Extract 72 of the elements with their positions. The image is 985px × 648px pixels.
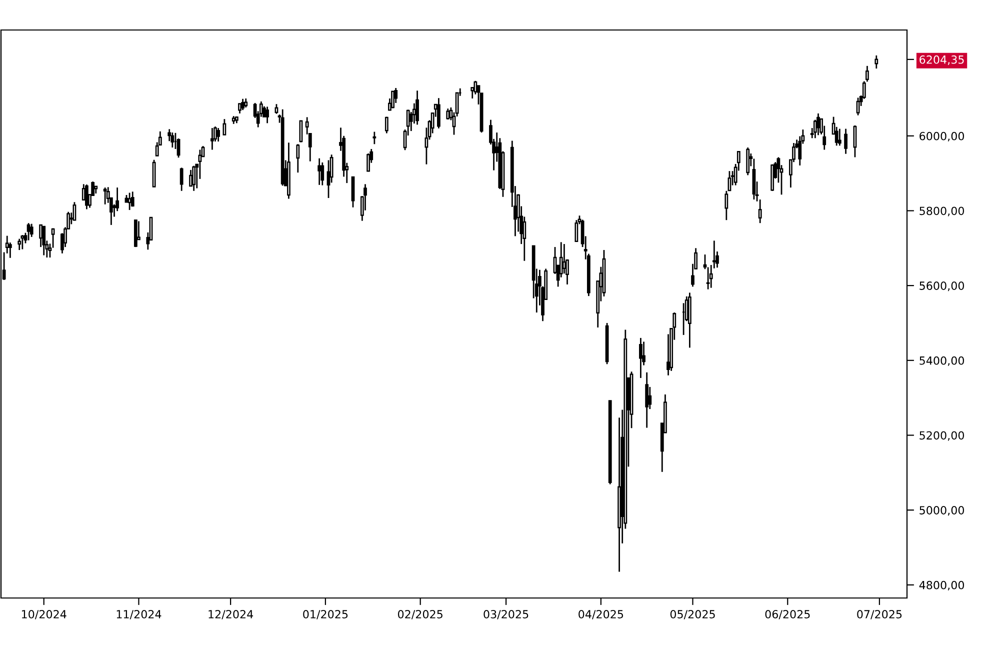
candlestick bbox=[639, 337, 642, 379]
y-tick-label: 5400,00 bbox=[920, 356, 964, 366]
x-tick-label: 06/2025 bbox=[765, 610, 810, 620]
candlestick bbox=[210, 127, 214, 150]
candlestick bbox=[198, 149, 202, 180]
candlestick bbox=[85, 184, 88, 210]
candlestick bbox=[72, 201, 76, 222]
x-tick-label: 03/2025 bbox=[484, 610, 528, 620]
candlestick bbox=[734, 163, 738, 186]
x-tick-label: 10/2024 bbox=[22, 610, 66, 620]
candlestick bbox=[18, 238, 22, 251]
candlestick bbox=[180, 167, 184, 192]
candlestick bbox=[816, 112, 820, 136]
candlestick bbox=[706, 266, 710, 290]
candlestick bbox=[372, 131, 376, 145]
candlestick bbox=[728, 170, 732, 192]
candlestick bbox=[416, 90, 419, 126]
candlestick bbox=[834, 126, 838, 146]
candlestick bbox=[296, 143, 300, 174]
candlestick bbox=[103, 186, 107, 206]
candlestick bbox=[130, 190, 134, 208]
x-tick-label: 05/2025 bbox=[670, 610, 715, 620]
candlestick bbox=[222, 118, 226, 136]
candlestick bbox=[724, 190, 728, 221]
candlestick bbox=[874, 54, 878, 70]
candlestick bbox=[30, 223, 34, 238]
candlestick bbox=[20, 234, 24, 250]
y-tick-label: 5200,00 bbox=[920, 431, 964, 441]
x-tick-label: 11/2024 bbox=[116, 610, 162, 620]
candlestick bbox=[574, 219, 578, 242]
x-tick-label: 04/2025 bbox=[578, 610, 624, 620]
candlestick bbox=[128, 192, 132, 211]
candlestick bbox=[446, 108, 450, 120]
candlestick bbox=[856, 97, 860, 116]
candlestick bbox=[866, 65, 869, 82]
candlestick bbox=[391, 90, 394, 109]
candlestick bbox=[320, 162, 324, 186]
candlestick bbox=[474, 80, 478, 96]
y-tick-label: 6204,35 bbox=[920, 55, 964, 65]
candlestick bbox=[192, 165, 196, 192]
y-tick-label: 4800,00 bbox=[919, 580, 964, 590]
candlestick bbox=[366, 152, 370, 172]
x-tick-label: 12/2024 bbox=[208, 610, 254, 620]
y-tick-label: 5600,00 bbox=[920, 282, 964, 292]
candlestick bbox=[266, 106, 269, 124]
y-tick-label: 5000,00 bbox=[920, 506, 964, 516]
y-tick-label: 5800,00 bbox=[920, 206, 964, 216]
candlestick bbox=[238, 102, 242, 114]
candlestick bbox=[26, 222, 30, 241]
candlestick bbox=[51, 228, 55, 248]
candlestick bbox=[42, 226, 46, 256]
candlestick bbox=[559, 241, 563, 278]
candlestick bbox=[318, 158, 322, 186]
x-tick-label: 02/2025 bbox=[398, 610, 442, 620]
candlestick bbox=[844, 128, 848, 155]
x-tick-label: 07/2025 bbox=[857, 610, 902, 620]
y-tick-label: 6000,00 bbox=[920, 132, 964, 142]
candlestick bbox=[241, 98, 244, 111]
candlestick bbox=[394, 87, 398, 104]
x-tick-label: 01/2025 bbox=[303, 610, 348, 620]
candlestick bbox=[274, 103, 278, 115]
candlestick bbox=[758, 198, 762, 224]
candlestick bbox=[299, 120, 303, 143]
candlestick bbox=[838, 128, 842, 146]
candlestick bbox=[562, 243, 566, 274]
candlestick bbox=[645, 372, 649, 428]
candlestick bbox=[216, 127, 220, 142]
candlestick bbox=[437, 97, 440, 130]
candlestick bbox=[170, 132, 174, 148]
candlestick bbox=[746, 146, 750, 176]
candlestick bbox=[384, 116, 388, 134]
candlestick bbox=[189, 169, 192, 187]
